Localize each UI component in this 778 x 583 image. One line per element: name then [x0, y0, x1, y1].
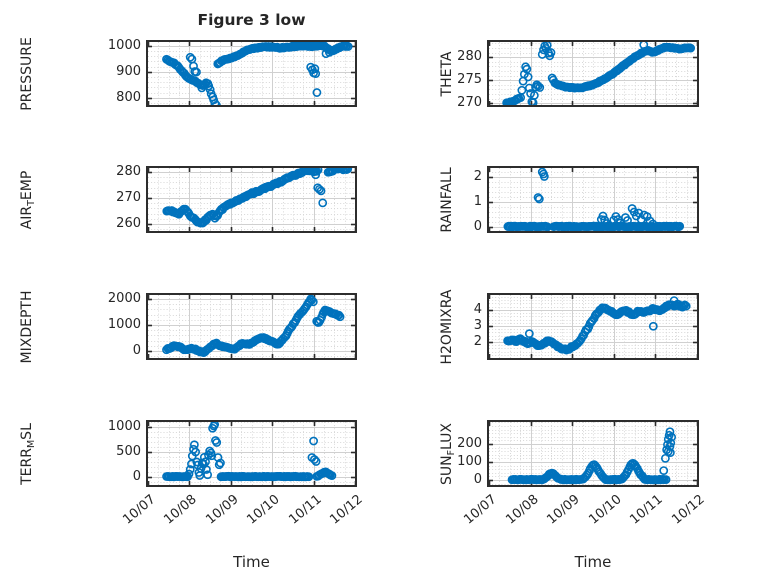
pressure-y-label-part: PRESSURE — [19, 36, 35, 111]
sun-flux-ytick-100: 100 — [457, 453, 482, 469]
plot-sun-flux — [487, 420, 699, 487]
pressure-y-axis-label: PRESSURE — [19, 37, 35, 111]
theta-scatter-canvas — [489, 42, 697, 105]
plot-air-temp — [146, 166, 357, 233]
plot-theta — [487, 40, 699, 107]
figure-title: Figure 3 low — [197, 11, 306, 29]
x-tick-10-12: 10/12 — [669, 492, 708, 528]
mixdepth-y-label-part: MIXDEPTH — [19, 290, 35, 363]
x-tick-10-08: 10/08 — [502, 492, 542, 528]
mixdepth-ytick-2000: 2000 — [107, 291, 141, 306]
h2omixra-ytick-2: 2 — [473, 333, 482, 349]
air-temp-y-label-part: T — [25, 199, 37, 206]
x-tick-10-11: 10/11 — [285, 492, 325, 528]
theta-ytick-275: 275 — [457, 72, 482, 88]
terr-msl-y-axis-label: TERRMSL — [19, 422, 37, 485]
x-tick-10-10: 10/10 — [586, 492, 625, 528]
x-tick-10-09: 10/09 — [544, 492, 583, 528]
rainfall-ytick-1: 1 — [473, 194, 482, 209]
theta-y-axis-label: THETA — [439, 51, 455, 96]
terr-msl-y-label-part: TERR — [19, 447, 35, 485]
plot-pressure — [146, 40, 357, 107]
rainfall-y-label-part: RAINFALL — [439, 166, 455, 233]
terr-msl-y-label-part: M — [25, 439, 37, 448]
terr-msl-y-label-part: SL — [19, 422, 35, 440]
theta-ytick-270: 270 — [457, 95, 482, 111]
x-tick-10-09: 10/09 — [203, 492, 242, 528]
x-tick-10-08: 10/08 — [161, 492, 201, 528]
terr-msl-scatter-canvas — [148, 422, 355, 485]
x-tick-10-10: 10/10 — [244, 492, 283, 528]
sun-flux-ytick-0: 0 — [473, 471, 482, 487]
terr-msl-ytick-1000: 1000 — [107, 419, 141, 434]
pressure-ytick-800: 800 — [116, 89, 141, 105]
rainfall-y-axis-label: RAINFALL — [439, 167, 455, 232]
h2omixra-scatter-canvas — [489, 295, 697, 358]
x-axis-label: Time — [233, 553, 270, 571]
sun-flux-y-label-part: SUN — [439, 454, 455, 485]
plot-rainfall — [487, 166, 699, 233]
h2omixra-y-label-part: H2OMIXRA — [439, 289, 455, 364]
x-tick-10-07: 10/07 — [461, 492, 500, 528]
sun-flux-y-label-part: F — [445, 449, 457, 455]
air-temp-ytick-260: 260 — [116, 215, 141, 231]
terr-msl-ytick-0: 0 — [132, 469, 141, 484]
x-axis-label: Time — [574, 553, 612, 571]
air-temp-ytick-280: 280 — [116, 163, 141, 179]
air-temp-ytick-270: 270 — [116, 189, 141, 205]
rainfall-scatter-canvas — [489, 168, 697, 231]
sun-flux-y-axis-label: SUNFLUX — [439, 422, 457, 485]
mixdepth-ytick-1000: 1000 — [107, 317, 141, 332]
plot-mixdepth — [146, 293, 357, 360]
x-tick-10-07: 10/07 — [120, 492, 159, 528]
h2omixra-ytick-4: 4 — [473, 301, 482, 317]
theta-ytick-280: 280 — [457, 49, 482, 65]
h2omixra-ytick-3: 3 — [473, 317, 482, 333]
air-temp-scatter-canvas — [148, 168, 355, 231]
mixdepth-ytick-0: 0 — [132, 343, 141, 358]
mixdepth-scatter-canvas — [148, 295, 355, 358]
rainfall-ytick-0: 0 — [473, 219, 482, 234]
mixdepth-y-axis-label: MIXDEPTH — [19, 290, 35, 363]
sun-flux-y-label-part: LUX — [439, 422, 455, 450]
sun-flux-ytick-200: 200 — [457, 435, 482, 451]
h2omixra-y-axis-label: H2OMIXRA — [439, 289, 455, 364]
theta-y-label-part: THETA — [439, 51, 455, 96]
x-tick-10-12: 10/12 — [327, 492, 366, 528]
pressure-ytick-1000: 1000 — [107, 37, 141, 53]
sun-flux-scatter-canvas — [489, 422, 697, 485]
rainfall-ytick-2: 2 — [473, 169, 482, 184]
plot-terr-msl — [146, 420, 357, 487]
air-temp-y-label-part: AIR — [19, 205, 35, 229]
pressure-scatter-canvas — [148, 42, 355, 105]
air-temp-y-axis-label: AIRTEMP — [19, 170, 37, 229]
plot-h2omixra — [487, 293, 699, 360]
air-temp-y-label-part: EMP — [19, 170, 35, 200]
pressure-ytick-900: 900 — [116, 63, 141, 79]
x-tick-10-11: 10/11 — [627, 492, 667, 528]
terr-msl-ytick-500: 500 — [116, 444, 141, 459]
